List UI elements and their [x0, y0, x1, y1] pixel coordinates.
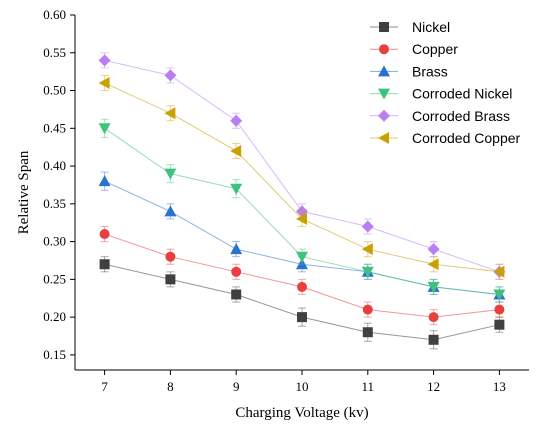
y-tick-label: 0.40: [43, 158, 66, 173]
data-point: [427, 243, 440, 256]
legend-label: Copper: [412, 41, 458, 57]
data-point: [493, 289, 506, 301]
data-point: [493, 265, 505, 278]
legend-marker: [378, 65, 390, 77]
legend-entry: Copper: [370, 41, 458, 57]
data-point: [296, 258, 308, 270]
data-point: [164, 107, 176, 120]
data-point: [427, 258, 439, 271]
data-point: [99, 229, 110, 240]
legend-entry: Corroded Brass: [370, 108, 510, 124]
x-tick-label: 13: [493, 379, 506, 394]
legend-marker: [378, 88, 390, 100]
data-point: [165, 274, 176, 285]
series-line: [104, 263, 500, 341]
y-tick-label: 0.20: [43, 309, 66, 324]
legend-marker: [378, 132, 389, 144]
data-point: [296, 212, 307, 225]
x-tick-label: 7: [101, 379, 108, 394]
series-nickel: [99, 256, 505, 350]
legend-marker: [379, 22, 389, 32]
legend-entry: Nickel: [370, 19, 450, 35]
data-point: [165, 251, 176, 262]
data-point: [98, 175, 111, 187]
legend-marker: [379, 44, 389, 55]
axes: 0.15 0.20 0.25 0.30 0.35 0.40 0.45 0.50 0.55 0.60…: [43, 7, 529, 394]
data-point: [164, 168, 177, 180]
y-tick-label: 0.55: [43, 45, 66, 60]
x-tick-label: 11: [362, 379, 375, 394]
y-tick-label: 0.60: [43, 7, 66, 22]
data-point: [297, 281, 307, 292]
x-tick-label: 10: [296, 379, 309, 394]
legend: Nickel Copper Brass Corroded Nickel Corroded…: [370, 19, 521, 146]
legend-marker: [378, 109, 390, 122]
data-point: [494, 319, 505, 330]
series-corroded-nickel: [98, 118, 506, 303]
data-point: [98, 76, 110, 89]
legend-entry: Corroded Nickel: [370, 86, 512, 102]
data-point: [231, 266, 242, 277]
data-point: [164, 205, 177, 217]
data-point: [362, 304, 373, 315]
data-point: [231, 289, 242, 300]
x-axis-label: Charging Voltage (kv): [235, 405, 368, 421]
series-copper: [99, 225, 505, 326]
data-point: [297, 312, 307, 323]
data-point: [428, 312, 439, 323]
legend-label: Corroded Copper: [412, 130, 521, 146]
data-point: [164, 69, 177, 82]
legend-label: Brass: [412, 63, 448, 79]
y-tick-label: 0.15: [43, 347, 66, 362]
data-point: [99, 259, 110, 270]
x-tick-label: 8: [167, 379, 174, 394]
data-point: [230, 183, 243, 195]
data-point: [296, 251, 308, 263]
series-corroded-copper: [98, 74, 505, 280]
x-tick-label: 12: [427, 379, 440, 394]
data-point: [230, 144, 242, 157]
series-line: [104, 233, 500, 318]
data-point: [98, 123, 111, 135]
data-point: [230, 243, 243, 255]
legend-label: Corroded Nickel: [412, 86, 512, 102]
legend-entry: Brass: [370, 63, 448, 79]
data-point: [230, 114, 243, 127]
legend-label: Corroded Brass: [412, 108, 510, 124]
data-point: [361, 220, 374, 233]
data-point: [494, 304, 505, 315]
legend-entry: Corroded Copper: [370, 130, 521, 146]
series-layer: [98, 52, 506, 350]
legend-label: Nickel: [412, 19, 450, 35]
data-point: [362, 327, 373, 338]
y-tick-label: 0.30: [43, 234, 66, 249]
y-axis-label: Relative Span: [16, 150, 32, 234]
y-tick-label: 0.50: [43, 83, 66, 98]
data-point: [427, 281, 440, 293]
y-tick-label: 0.25: [43, 271, 66, 286]
y-tick-label: 0.45: [43, 120, 66, 135]
data-point: [98, 54, 111, 67]
data-point: [361, 266, 374, 278]
y-tick-label: 0.35: [43, 196, 66, 211]
data-point: [361, 243, 373, 256]
x-tick-label: 9: [233, 379, 240, 394]
data-point: [428, 334, 439, 345]
